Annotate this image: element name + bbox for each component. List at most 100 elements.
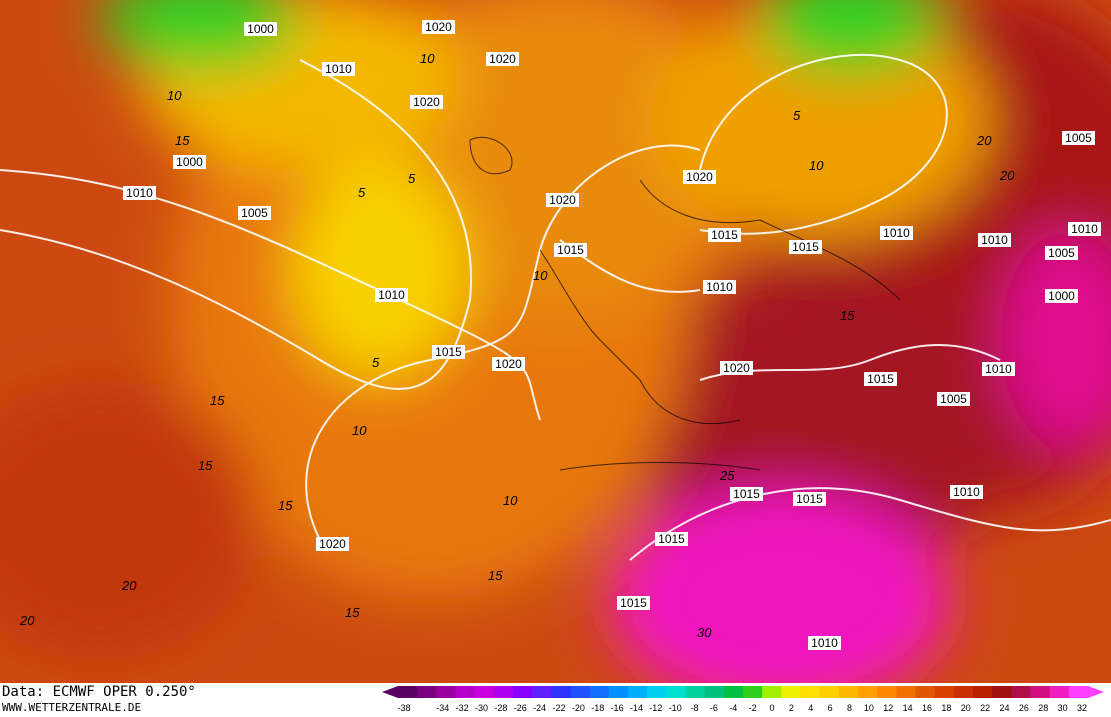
colorbar-swatch (973, 686, 993, 698)
isobar-label-box (683, 170, 716, 184)
isobar-label-box (1045, 289, 1078, 303)
isobar-label: 1010 (126, 186, 153, 200)
isobar-label-box (1045, 246, 1078, 260)
colorbar-swatch (398, 686, 418, 698)
isotherm-label: 5 (408, 171, 416, 186)
isobar-label-box (173, 155, 206, 169)
isobar-label: 1020 (319, 537, 346, 551)
isobars (0, 53, 1111, 561)
colorbar-tick-label: 2 (789, 703, 794, 713)
isobar-label: 1010 (883, 226, 910, 240)
isobar-label: 1020 (489, 52, 516, 66)
isotherm-label: 20 (121, 578, 137, 593)
colorbar-tick-label: 16 (922, 703, 932, 713)
isobar-label: 1020 (495, 357, 522, 371)
isobar-label-box (950, 485, 983, 499)
isobar-label-box (617, 596, 650, 610)
colorbar-swatch (666, 686, 686, 698)
colorbar-swatch (800, 686, 821, 698)
temperature-field (0, 0, 1111, 683)
colorbar-swatch (953, 686, 974, 698)
colorbar-swatch (647, 686, 667, 698)
isobar-label: 1020 (425, 20, 452, 34)
isobar-label-box (492, 357, 525, 371)
colorbar-tick-label: 10 (864, 703, 874, 713)
isobar-label-box (730, 487, 763, 501)
map: 1000 102010101020102010001010100510201020… (0, 0, 1111, 683)
colorbar-tick-label: -20 (572, 703, 585, 713)
isobar-label: 1020 (549, 193, 576, 207)
colorbar-swatch (589, 686, 610, 698)
colorbar-tick-label: -28 (494, 703, 507, 713)
isobar-label-box (880, 226, 913, 240)
isotherm-label: 15 (198, 458, 213, 473)
isobar-label: 1020 (686, 170, 713, 184)
colorbar-tick-label: 14 (903, 703, 913, 713)
colorbar-tick-label: -14 (630, 703, 643, 713)
colorbar-tick-label: -8 (691, 703, 699, 713)
isotherm-label: 15 (210, 393, 225, 408)
isotherm-label: 15 (175, 133, 190, 148)
isobar-label: 1010 (1071, 222, 1098, 236)
isotherm-label: 30 (697, 625, 712, 640)
colorbar-tick-label: -34 (436, 703, 449, 713)
isobar-label: 1020 (723, 361, 750, 375)
colorbar: -38 -34 -32 -30 -28 -26 -24 -22 -20 -18 -16 -14 -12-… (382, 686, 1104, 713)
colorbar-swatch (858, 686, 878, 698)
colorbar-tick-label: -30 (475, 703, 488, 713)
isobar-label: 1010 (953, 485, 980, 499)
isobar-label-box (793, 492, 826, 506)
colorbar-swatch (493, 686, 514, 698)
isobar-label: 1020 (413, 95, 440, 109)
colorbar-tick-label: 24 (1000, 703, 1010, 713)
isobar-label-box (316, 537, 349, 551)
isobar-label-box (410, 95, 443, 109)
isobar-label: 1010 (811, 636, 838, 650)
colorbar-tick-label: 20 (961, 703, 971, 713)
isobar-label-box (982, 362, 1015, 376)
isobar-label: 1015 (792, 240, 819, 254)
colorbar-swatch (896, 686, 916, 698)
isotherm-label: 10 (503, 493, 518, 508)
isotherm-label: 20 (976, 133, 992, 148)
colorbar-swatch (723, 686, 744, 698)
isotherm-label: 15 (488, 568, 503, 583)
isobar-label-box (422, 20, 455, 34)
isotherm-label: 10 (533, 268, 548, 283)
isobar-label-box (978, 233, 1011, 247)
isobar-label-box (708, 228, 741, 242)
isobar-label: 1015 (557, 243, 584, 257)
isobar-label: 1010 (325, 62, 352, 76)
isobar-label-box (789, 240, 822, 254)
colorbar-swatch (455, 686, 476, 698)
colorbar-swatch (915, 686, 936, 698)
colorbar-swatch (704, 686, 725, 698)
colorbar-swatch (1011, 686, 1031, 698)
isotherm-label: 5 (793, 108, 801, 123)
colorbar-swatch (992, 686, 1012, 698)
isobar-label: 1015 (733, 487, 760, 501)
isobar-label-box (123, 186, 156, 200)
colorbar-tick-label: -12 (649, 703, 662, 713)
colorbar-tick-label: 4 (808, 703, 813, 713)
isobar-label: 1015 (711, 228, 738, 242)
isobar-label-box (1062, 131, 1095, 145)
colorbar-swatch (608, 686, 629, 698)
colorbar-tick-label: 26 (1019, 703, 1029, 713)
isotherm-label: 10 (352, 423, 367, 438)
colorbar-swatch (570, 686, 591, 698)
isobar-label-box (244, 22, 277, 36)
colorbar-swatch (743, 686, 763, 698)
labels: 1000 102010101020102010001010100510201020… (19, 20, 1101, 650)
isobar-label: 1010 (985, 362, 1012, 376)
isobar-label-box (238, 206, 271, 220)
isobar-label: 1015 (435, 345, 462, 359)
isobar-label-box (703, 280, 736, 294)
colorbar-tick-label: 32 (1077, 703, 1087, 713)
isotherm-label: 15 (278, 498, 293, 513)
colorbar-tick-label: 6 (828, 703, 833, 713)
colorbar-tick-label: 18 (941, 703, 951, 713)
colorbar-swatch (934, 686, 955, 698)
colorbar-tick-label: -4 (729, 703, 737, 713)
